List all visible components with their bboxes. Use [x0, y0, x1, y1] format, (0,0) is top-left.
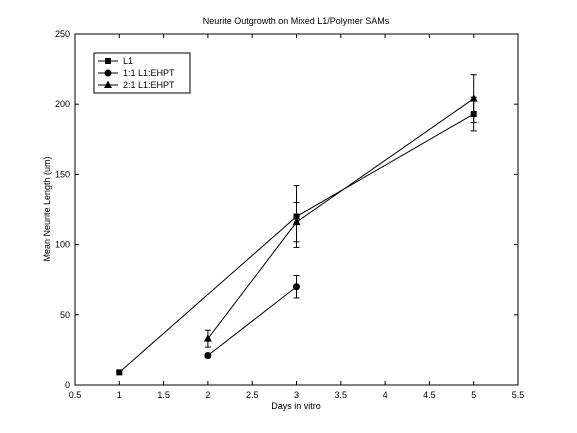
legend-marker-circle: [104, 69, 112, 77]
y-tick-label: 150: [55, 169, 70, 179]
data-point-triangle: [292, 217, 301, 226]
data-point-circle: [204, 352, 212, 360]
x-axis-label: Days in vitro: [271, 401, 321, 411]
series-3: [203, 74, 478, 348]
y-tick-label: 250: [55, 29, 70, 39]
chart-title: Neurite Outgrowth on Mixed L1/Polymer SA…: [203, 16, 390, 26]
x-tick-label: 4.5: [423, 390, 436, 400]
x-tick-label: 5: [471, 390, 476, 400]
x-tick-label: 0.5: [69, 390, 82, 400]
y-tick-label: 200: [55, 99, 70, 109]
series-layer: [116, 74, 478, 376]
x-tick-label: 3: [294, 390, 299, 400]
y-tick-label: 50: [60, 310, 70, 320]
series-line: [207, 98, 474, 339]
data-point-triangle: [469, 94, 478, 102]
x-tick-label: 4: [383, 390, 388, 400]
series-2: [204, 274, 300, 360]
y-tick-label: 0: [65, 380, 70, 390]
legend-marker-square: [105, 58, 111, 64]
y-tick-label: 100: [55, 240, 70, 250]
data-point-square: [116, 369, 123, 376]
data-point-circle: [293, 283, 300, 291]
x-tick-label: 2: [205, 390, 210, 400]
x-tick-label: 1.5: [157, 390, 170, 400]
y-axis-label: Mean Neurite Length (um): [42, 156, 52, 261]
legend-label: L1: [123, 56, 133, 66]
legend: L1 1:1 L1:EHPT 2:1 L1:EHPT: [93, 52, 191, 94]
x-axis: 0.5 1 1.5 2 2.5 3 3.5 4 4.5 5 5.5: [69, 34, 525, 400]
x-tick-label: 5.5: [512, 390, 525, 400]
y-axis: 0 50 100 150 200 250: [55, 29, 518, 390]
x-tick-label: 1: [117, 390, 122, 400]
legend-label: 1:1 L1:EHPT: [123, 68, 175, 78]
legend-marker-triangle: [104, 80, 112, 88]
data-point-triangle: [203, 334, 212, 342]
series-line: [207, 286, 297, 356]
legend-label: 2:1 L1:EHPT: [123, 80, 175, 90]
x-tick-label: 2.5: [246, 390, 259, 400]
x-tick-label: 3.5: [335, 390, 348, 400]
